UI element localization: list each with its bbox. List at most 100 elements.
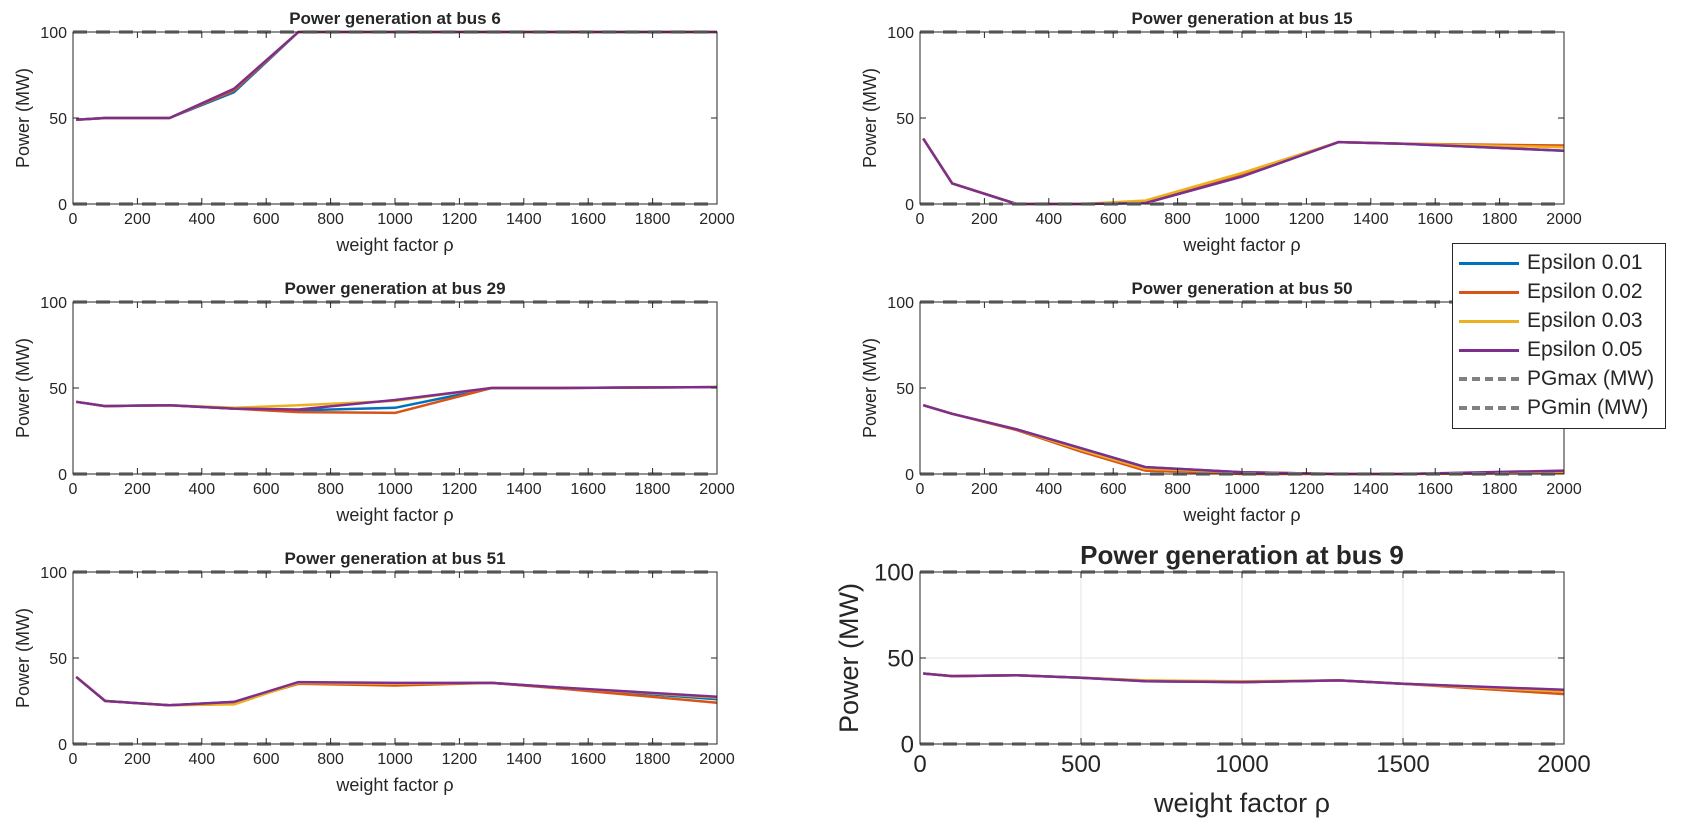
x-tick-label: 1400 [1353,481,1389,498]
y-tick-label: 0 [905,197,914,214]
x-tick-label: 200 [124,211,151,228]
x-tick-label: 0 [69,211,78,228]
x-tick-label: 600 [1100,481,1127,498]
x-axis-label: weight factor ρ [335,775,453,795]
x-tick-label: 1000 [377,751,413,768]
x-tick-label: 200 [124,481,151,498]
x-tick-label: 1200 [1289,211,1325,228]
x-tick-label: 1600 [1417,481,1453,498]
y-axis-label: Power (MW) [860,338,880,438]
y-tick-label: 100 [40,295,67,312]
y-tick-label: 50 [49,651,67,668]
legend-label: Epsilon 0.01 [1527,251,1643,274]
x-tick-label: 800 [1164,481,1191,498]
y-tick-label: 0 [58,197,67,214]
plot-area [920,32,1564,204]
x-tick-label: 600 [1100,211,1127,228]
y-tick-label: 50 [49,381,67,398]
subplot-3: 0 200 400 600 800 1000 1200 1400 1600 1800 2000 0 50… [13,279,735,525]
x-tick-label: 200 [971,211,998,228]
x-tick-label: 2000 [699,751,735,768]
x-tick-label: 1600 [570,481,606,498]
legend-swatch [1459,261,1519,265]
x-tick-label: 0 [913,751,926,778]
x-tick-label: 1400 [506,211,542,228]
x-tick-label: 1200 [442,211,478,228]
x-tick-label: 2000 [1537,751,1590,778]
series-line-4 [922,137,1565,206]
y-tick-label: 50 [896,381,914,398]
x-tick-label: 400 [188,751,215,768]
legend-label: Epsilon 0.02 [1527,280,1643,303]
x-axis-label: weight factor ρ [1182,235,1300,255]
x-tick-label: 800 [1164,211,1191,228]
y-tick-label: 50 [49,111,67,128]
series-line-4 [923,672,1565,692]
x-tick-label: 400 [1035,481,1062,498]
x-tick-label: 1500 [1376,751,1429,778]
y-tick-label: 0 [58,467,67,484]
subplot-1: 0 200 400 600 800 1000 1200 1400 1600 1800 2000 0 50… [13,9,735,255]
y-tick-label: 50 [887,646,914,673]
x-tick-label: 1200 [1289,481,1325,498]
x-tick-label: 1000 [377,211,413,228]
subplot-5: 0 200 400 600 800 1000 1200 1400 1600 1800 2000 0 50… [13,549,735,795]
x-tick-label: 400 [1035,211,1062,228]
legend-item-pgmax: PGmax (MW) [1459,366,1654,392]
legend-swatch [1459,348,1519,352]
x-tick-label: 600 [253,481,280,498]
x-tick-label: 1200 [442,481,478,498]
chart-title: Power generation at bus 9 [1080,540,1404,570]
y-axis-label: Power (MW) [13,608,33,708]
x-tick-label: 400 [188,211,215,228]
x-tick-label: 1400 [506,751,542,768]
x-tick-label: 1200 [442,751,478,768]
x-tick-label: 800 [317,481,344,498]
x-tick-label: 200 [124,751,151,768]
legend-label: PGmax (MW) [1527,367,1655,390]
x-tick-label: 1000 [1224,481,1260,498]
y-tick-label: 0 [58,737,67,754]
series-line-4 [76,385,718,411]
legend-swatch [1459,377,1519,381]
x-tick-label: 1800 [635,751,671,768]
x-tick-label: 200 [971,481,998,498]
x-tick-label: 1000 [1215,751,1268,778]
legend: Epsilon 0.01 Epsilon 0.02 Epsilon 0.03 E… [1452,243,1666,429]
y-axis-label: Power (MW) [860,68,880,168]
x-tick-label: 1800 [635,211,671,228]
legend-label: Epsilon 0.05 [1527,338,1643,361]
x-axis-label: weight factor ρ [1153,788,1330,818]
legend-item-pgmin: PGmin (MW) [1459,395,1648,421]
x-tick-label: 400 [188,481,215,498]
x-tick-label: 0 [69,481,78,498]
chart-title: Power generation at bus 6 [289,9,501,28]
y-tick-label: 0 [905,467,914,484]
y-tick-label: 100 [40,25,67,42]
y-tick-label: 0 [901,732,914,759]
x-tick-label: 1400 [506,481,542,498]
x-axis-label: weight factor ρ [1182,505,1300,525]
y-tick-label: 100 [887,25,914,42]
x-tick-label: 600 [253,751,280,768]
y-axis-label: Power (MW) [13,338,33,438]
legend-item-epsilon-001: Epsilon 0.01 [1459,250,1643,276]
x-tick-label: 1400 [1353,211,1389,228]
x-tick-label: 800 [317,211,344,228]
y-axis-label: Power (MW) [834,583,864,733]
chart-title: Power generation at bus 50 [1131,279,1352,298]
legend-label: Epsilon 0.03 [1527,309,1643,332]
x-tick-label: 2000 [1546,211,1582,228]
x-tick-label: 2000 [699,481,735,498]
x-tick-label: 2000 [1546,481,1582,498]
y-axis-label: Power (MW) [13,68,33,168]
legend-item-epsilon-005: Epsilon 0.05 [1459,337,1643,363]
chart-title: Power generation at bus 29 [284,279,505,298]
x-tick-label: 1800 [1482,211,1518,228]
series-line-4 [75,675,718,707]
plot-area [73,572,717,744]
x-tick-label: 1800 [635,481,671,498]
x-tick-label: 0 [69,751,78,768]
chart-title: Power generation at bus 51 [284,549,505,568]
